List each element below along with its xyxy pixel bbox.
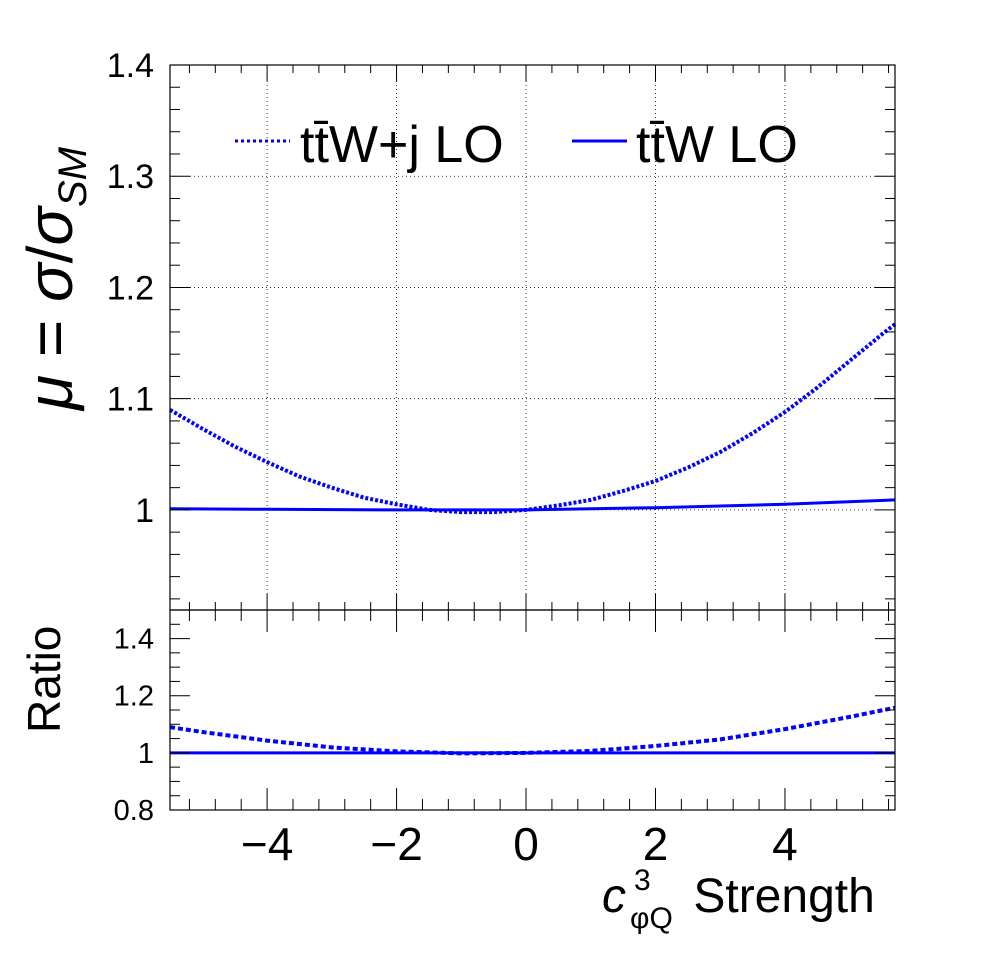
ratio-ytick-label: 0.8 (114, 795, 154, 827)
main-series-line-0 (168, 322, 897, 515)
x-title-sup: 3 (634, 864, 651, 897)
legend: tt̄W+j LO tt̄W LO (235, 116, 798, 174)
xtick-label: 2 (643, 818, 669, 870)
xtick-label: −2 (370, 818, 422, 870)
main-ytick-label: 1.3 (107, 158, 154, 196)
main-ticks (170, 64, 895, 610)
legend-label-ttwj: tt̄W+j LO (300, 116, 504, 174)
y-title-sigma: σ (14, 261, 86, 302)
ratio-ytick-label: 1.2 (114, 681, 154, 713)
x-axis-title: c 3 φQ Strength (602, 864, 875, 935)
main-ytick-label: 1.4 (107, 47, 154, 85)
xtick-label: −4 (241, 818, 293, 870)
ratio-ytick-label: 1 (138, 738, 154, 770)
ratio-ticks (170, 609, 895, 811)
y-title-sub: SM (51, 146, 95, 207)
x-title-sub: φQ (630, 902, 673, 935)
x-title-c: c (602, 870, 626, 923)
x-title-rest: Strength (680, 870, 875, 923)
main-ytick-label: 1.2 (107, 269, 154, 307)
xtick-labels: −4 −2 0 2 4 (241, 818, 798, 870)
ratio-y-axis-title: Ratio (18, 626, 70, 733)
y-title-mu: μ (14, 375, 86, 412)
main-ytick-labels: 1 1.1 1.2 1.3 1.4 (107, 47, 154, 530)
xtick-label: 0 (513, 818, 539, 870)
main-series-line-1 (169, 498, 896, 512)
main-ytick-label: 1.1 (107, 381, 154, 419)
ratio-series-line-0 (169, 705, 896, 756)
ratio-ytick-labels: 0.8 1 1.2 1.4 (114, 624, 154, 827)
xtick-label: 4 (772, 818, 798, 870)
main-series-group (168, 322, 897, 515)
main-ytick-label: 1 (135, 492, 154, 530)
y-title-slash: / (14, 245, 86, 263)
y-title-eq: = (14, 302, 86, 375)
legend-label-ttw: tt̄W LO (636, 116, 798, 174)
ratio-series-group (169, 705, 896, 756)
ratio-plot-frame (169, 609, 896, 811)
y-title-sigma-2: σ (14, 205, 86, 246)
ratio-ytick-label: 1.4 (114, 624, 154, 656)
main-y-axis-title: μ = σ/σSM (14, 146, 95, 412)
